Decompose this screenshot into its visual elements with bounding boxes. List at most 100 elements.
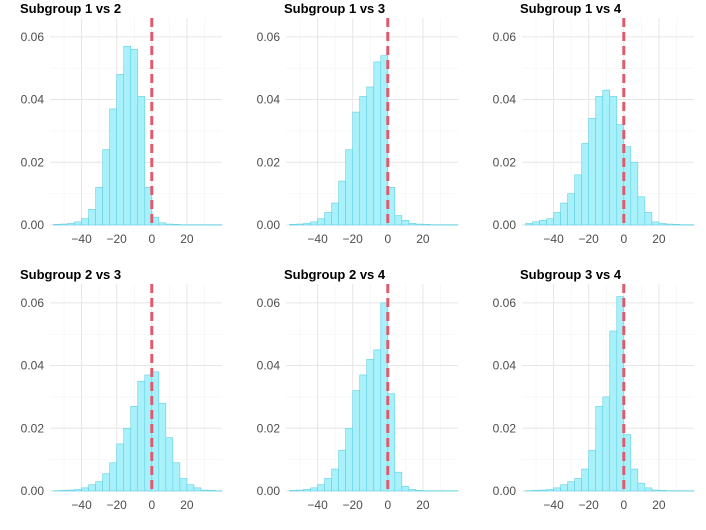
y-tick-label: 0.06 [21,30,45,44]
panel-4: Subgroup 2 vs 3 −40 −20 0 20 0.00 0.02 0.04 0.0… [20,267,223,512]
y-tick-label: 0.00 [21,484,45,498]
panel-title: Subgroup 2 vs 3 [20,267,121,282]
histogram-bar [324,212,332,226]
histogram-bar [651,489,660,492]
histogram-bar [665,223,674,226]
histogram-bar [581,468,589,492]
histogram-bar [200,489,209,492]
histogram-bar [67,489,75,492]
y-tick-label: 0.06 [493,30,517,44]
histogram-bar [158,222,167,226]
x-tick-label: −40 [543,498,564,512]
histogram-bar [394,215,403,226]
histogram-bar [352,390,361,492]
x-tick-label: 20 [180,232,194,246]
y-tick-label: 0.06 [493,296,517,310]
histogram-bar [560,202,568,226]
histogram-bar [637,196,646,226]
y-tick-label: 0.04 [493,93,517,107]
histogram-bar [123,427,132,492]
histogram-bar [574,478,582,492]
x-tick-label: −40 [307,232,328,246]
histogram-bar [60,490,68,492]
histogram-bar [289,490,297,492]
histogram-bar [415,490,424,492]
histogram-bar [338,449,346,492]
panel-title: Subgroup 1 vs 3 [284,1,385,16]
histogram-bar [373,61,382,226]
x-tick-label: 20 [416,498,430,512]
y-tick-label: 0.00 [493,218,517,232]
x-tick-label: 0 [620,498,627,512]
histogram-bar [380,55,389,226]
histogram-bar [658,490,667,492]
histogram-bar [345,149,353,226]
y-tick-label: 0.04 [257,93,281,107]
y-tick-label: 0.02 [257,155,281,169]
panel-title: Subgroup 1 vs 2 [20,1,121,16]
histogram-bar [602,396,611,492]
histogram-bar [345,427,353,492]
axis-labels: −40 −20 0 20 0.00 0.02 0.04 0.06 [257,30,430,246]
axis-labels: −40 −20 0 20 0.00 0.02 0.04 0.06 [257,296,430,512]
histogram-bar [567,193,575,226]
y-tick-label: 0.00 [21,218,45,232]
histogram-bar [581,143,589,226]
histogram-bar [296,489,304,492]
histogram-bar [74,221,82,226]
histogram-bar [179,478,188,492]
y-tick-label: 0.04 [21,93,45,107]
histogram-bar [595,406,604,492]
histogram-bar [408,223,417,226]
y-tick-label: 0.04 [493,359,517,373]
y-tick-label: 0.02 [21,421,45,435]
histogram-bar [359,374,368,492]
histogram-bars [289,302,459,492]
panel-title: Subgroup 1 vs 4 [520,1,622,16]
histogram-bar [95,481,103,492]
histogram-bar [60,223,68,226]
axis-labels: −40 −20 0 20 0.00 0.02 0.04 0.06 [493,296,666,512]
histogram-bar [553,487,561,492]
y-tick-label: 0.04 [257,359,281,373]
panel-1: Subgroup 1 vs 2 −40 −20 0 20 0.00 0.02 0.04 0.0… [20,1,223,246]
x-tick-label: 20 [416,232,430,246]
histogram-bar [165,223,174,226]
histogram-bar [366,86,375,226]
panel-title: Subgroup 2 vs 4 [284,267,386,282]
x-tick-label: −40 [543,232,564,246]
histogram-bar [602,89,611,226]
y-tick-label: 0.00 [257,218,281,232]
histogram-bars [525,296,695,492]
histogram-bar [317,484,325,492]
histogram-bar [172,462,181,492]
histogram-bar [116,443,125,492]
histogram-bar [532,490,540,492]
histogram-bar [658,223,667,226]
x-tick-label: 0 [148,498,155,512]
x-tick-label: 20 [180,498,194,512]
histogram-bar [539,219,547,226]
histogram-bar [532,221,540,226]
histogram-bar [193,487,202,492]
x-tick-label: −20 [343,498,364,512]
histogram-bar [158,402,167,492]
histogram-bar [186,484,195,492]
histogram-bar [546,218,554,226]
panel-2: Subgroup 1 vs 3 −40 −20 0 20 0.00 0.02 0.04 0.0… [257,1,459,246]
histogram-bar [373,349,382,492]
histogram-bar [296,223,304,226]
histogram-bar [415,223,424,226]
x-tick-label: 0 [384,232,391,246]
histogram-bars [525,89,695,226]
histogram-bar [88,484,96,492]
histogram-bar [310,487,318,492]
x-tick-label: 0 [384,498,391,512]
histogram-bar [102,473,110,492]
y-tick-label: 0.06 [257,30,281,44]
histogram-bar [130,49,139,226]
histogram-bar [553,212,561,226]
histogram-bar [630,468,639,492]
y-tick-label: 0.02 [21,155,45,169]
axis-labels: −40 −20 0 20 0.00 0.02 0.04 0.06 [493,30,666,246]
